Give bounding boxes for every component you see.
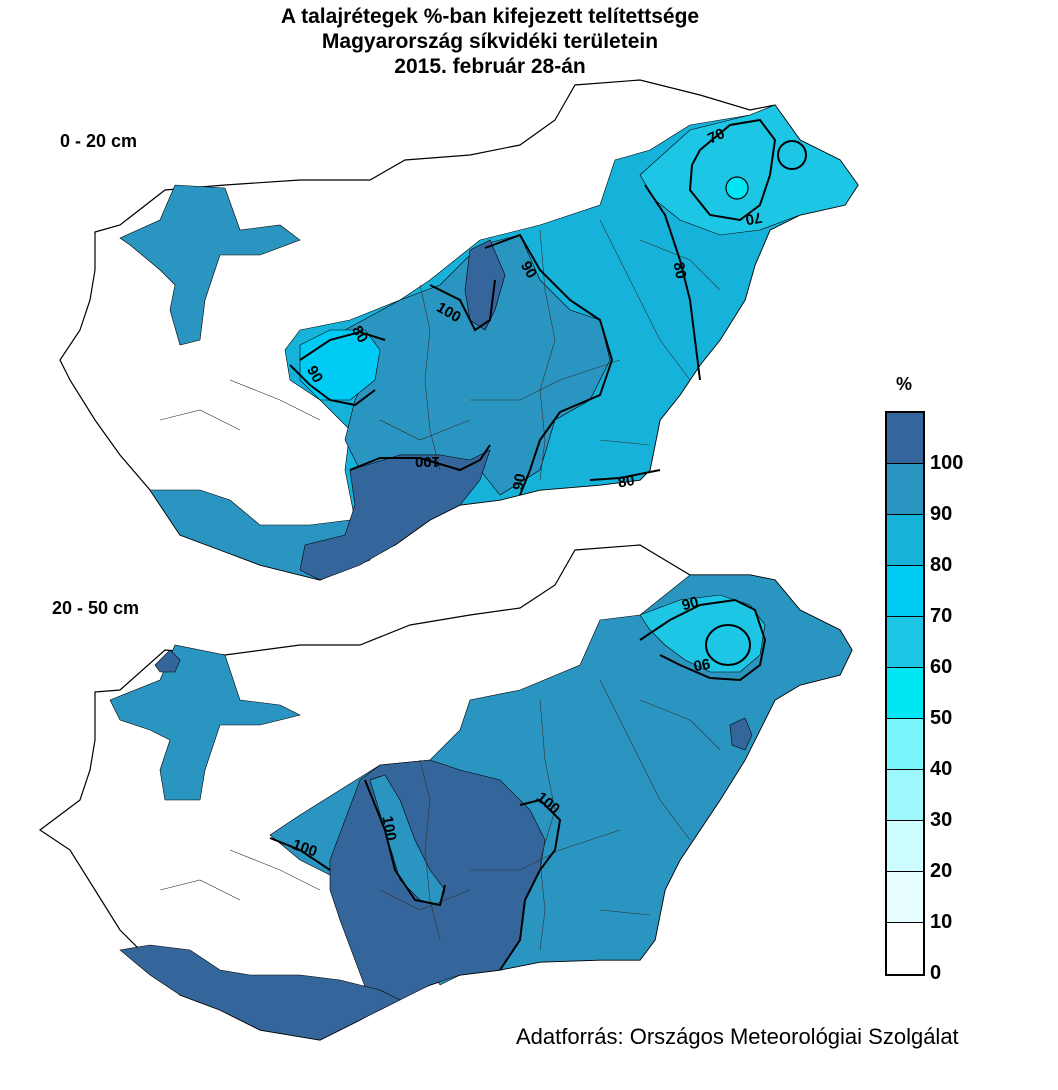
contour-label-top-1: 70 (705, 125, 727, 147)
zone-central-light-bottom (369, 774, 446, 906)
legend-tick-label: 10 (930, 911, 953, 933)
contour-label-bottom-3: 100 (378, 815, 399, 843)
contour-90-west-top (289, 364, 376, 407)
title-line-3: 2015. február 28-án (394, 55, 586, 78)
contour-label-top-2: 70 (744, 208, 763, 228)
zone-east-dark-spot-bottom (729, 717, 753, 751)
rivers-bottom (159, 679, 721, 951)
zone-northeast-top (639, 104, 859, 236)
contour-80-south-top (589, 469, 661, 481)
legend-tick-label: 80 (930, 554, 953, 576)
legend-unit: % (896, 374, 913, 394)
contour-90-ne-inner-bottom (705, 624, 751, 666)
legend-swatch (887, 821, 923, 872)
contour-80-east-top (644, 184, 701, 381)
legend-swatch (887, 617, 923, 668)
contour-70-ne-top (688, 118, 777, 222)
legend-swatch (887, 719, 923, 770)
contour-label-top-4: 90 (517, 258, 540, 281)
contour-label-top-6: 80 (348, 323, 371, 346)
legend-swatch (887, 566, 923, 617)
data-source: Adatforrás: Országos Meteorológiai Szolg… (516, 1024, 959, 1049)
contour-100-south-top (349, 444, 491, 472)
contour-100-east-bottom (499, 798, 562, 971)
legend-tick-label: 90 (930, 503, 953, 525)
legend-tick-label: 30 (930, 809, 953, 831)
contour-70-ne-small-top (777, 140, 807, 170)
legend-swatch (887, 923, 923, 974)
contour-label-top-8: 100 (415, 453, 440, 470)
legend-swatch (887, 464, 923, 515)
contour-100-central-bottom (364, 779, 446, 907)
zone-south-dark-top (299, 449, 491, 581)
contour-90-ne-bottom (639, 598, 767, 682)
contour-100-west-bottom (269, 837, 331, 871)
legend-tick-label: 100 (930, 452, 964, 474)
legend-swatch (887, 413, 923, 464)
legend-swatch (887, 770, 923, 821)
contour-label-top-3: 80 (670, 261, 690, 280)
legend-tick-label: 70 (930, 605, 953, 627)
legend-color-bar (885, 411, 925, 976)
zone-northwest-dark-spot-bottom (154, 649, 181, 673)
map-title: A talajrétegek %-ban kifejezett telített… (0, 4, 980, 79)
map-bottom: 90 90 100 100 100 (38, 544, 853, 1041)
legend-tick-label: 20 (930, 860, 953, 882)
map-top: 70 70 80 90 100 80 90 100 90 80 (59, 79, 859, 581)
legend-tick-label: 40 (930, 758, 953, 780)
legend-tick-label: 0 (930, 962, 942, 984)
contour-label-top-10: 80 (617, 472, 636, 492)
legend-swatch (887, 872, 923, 923)
depth-label-bottom: 20 - 50 cm (52, 598, 140, 618)
contour-label-top-7: 90 (303, 363, 326, 386)
contour-label-bottom-2: 90 (692, 654, 711, 674)
zone-west-bottom (109, 644, 301, 801)
legend-tick-label: 60 (930, 656, 953, 678)
contour-100-north-top (429, 279, 496, 332)
contour-label-top-9: 90 (510, 472, 530, 491)
legend-swatch (887, 515, 923, 566)
zone-southwest-bottom (119, 944, 401, 1041)
contour-80-west-top (299, 330, 386, 361)
title-line-2: Magyarország síkvidéki területein (321, 30, 659, 53)
contour-90-central-top (484, 233, 614, 496)
zone-west-top (119, 184, 301, 346)
legend-swatch (887, 668, 923, 719)
depth-label-top: 0 - 20 cm (60, 131, 138, 151)
legend-tick-label: 50 (930, 707, 953, 729)
title-line-1: A talajrétegek %-ban kifejezett telített… (280, 5, 700, 28)
contour-label-bottom-1: 90 (680, 594, 701, 615)
zone-northeast-light-bottom (639, 594, 766, 673)
zone-cyan-spot-top (725, 176, 749, 200)
rivers-top (159, 219, 721, 481)
